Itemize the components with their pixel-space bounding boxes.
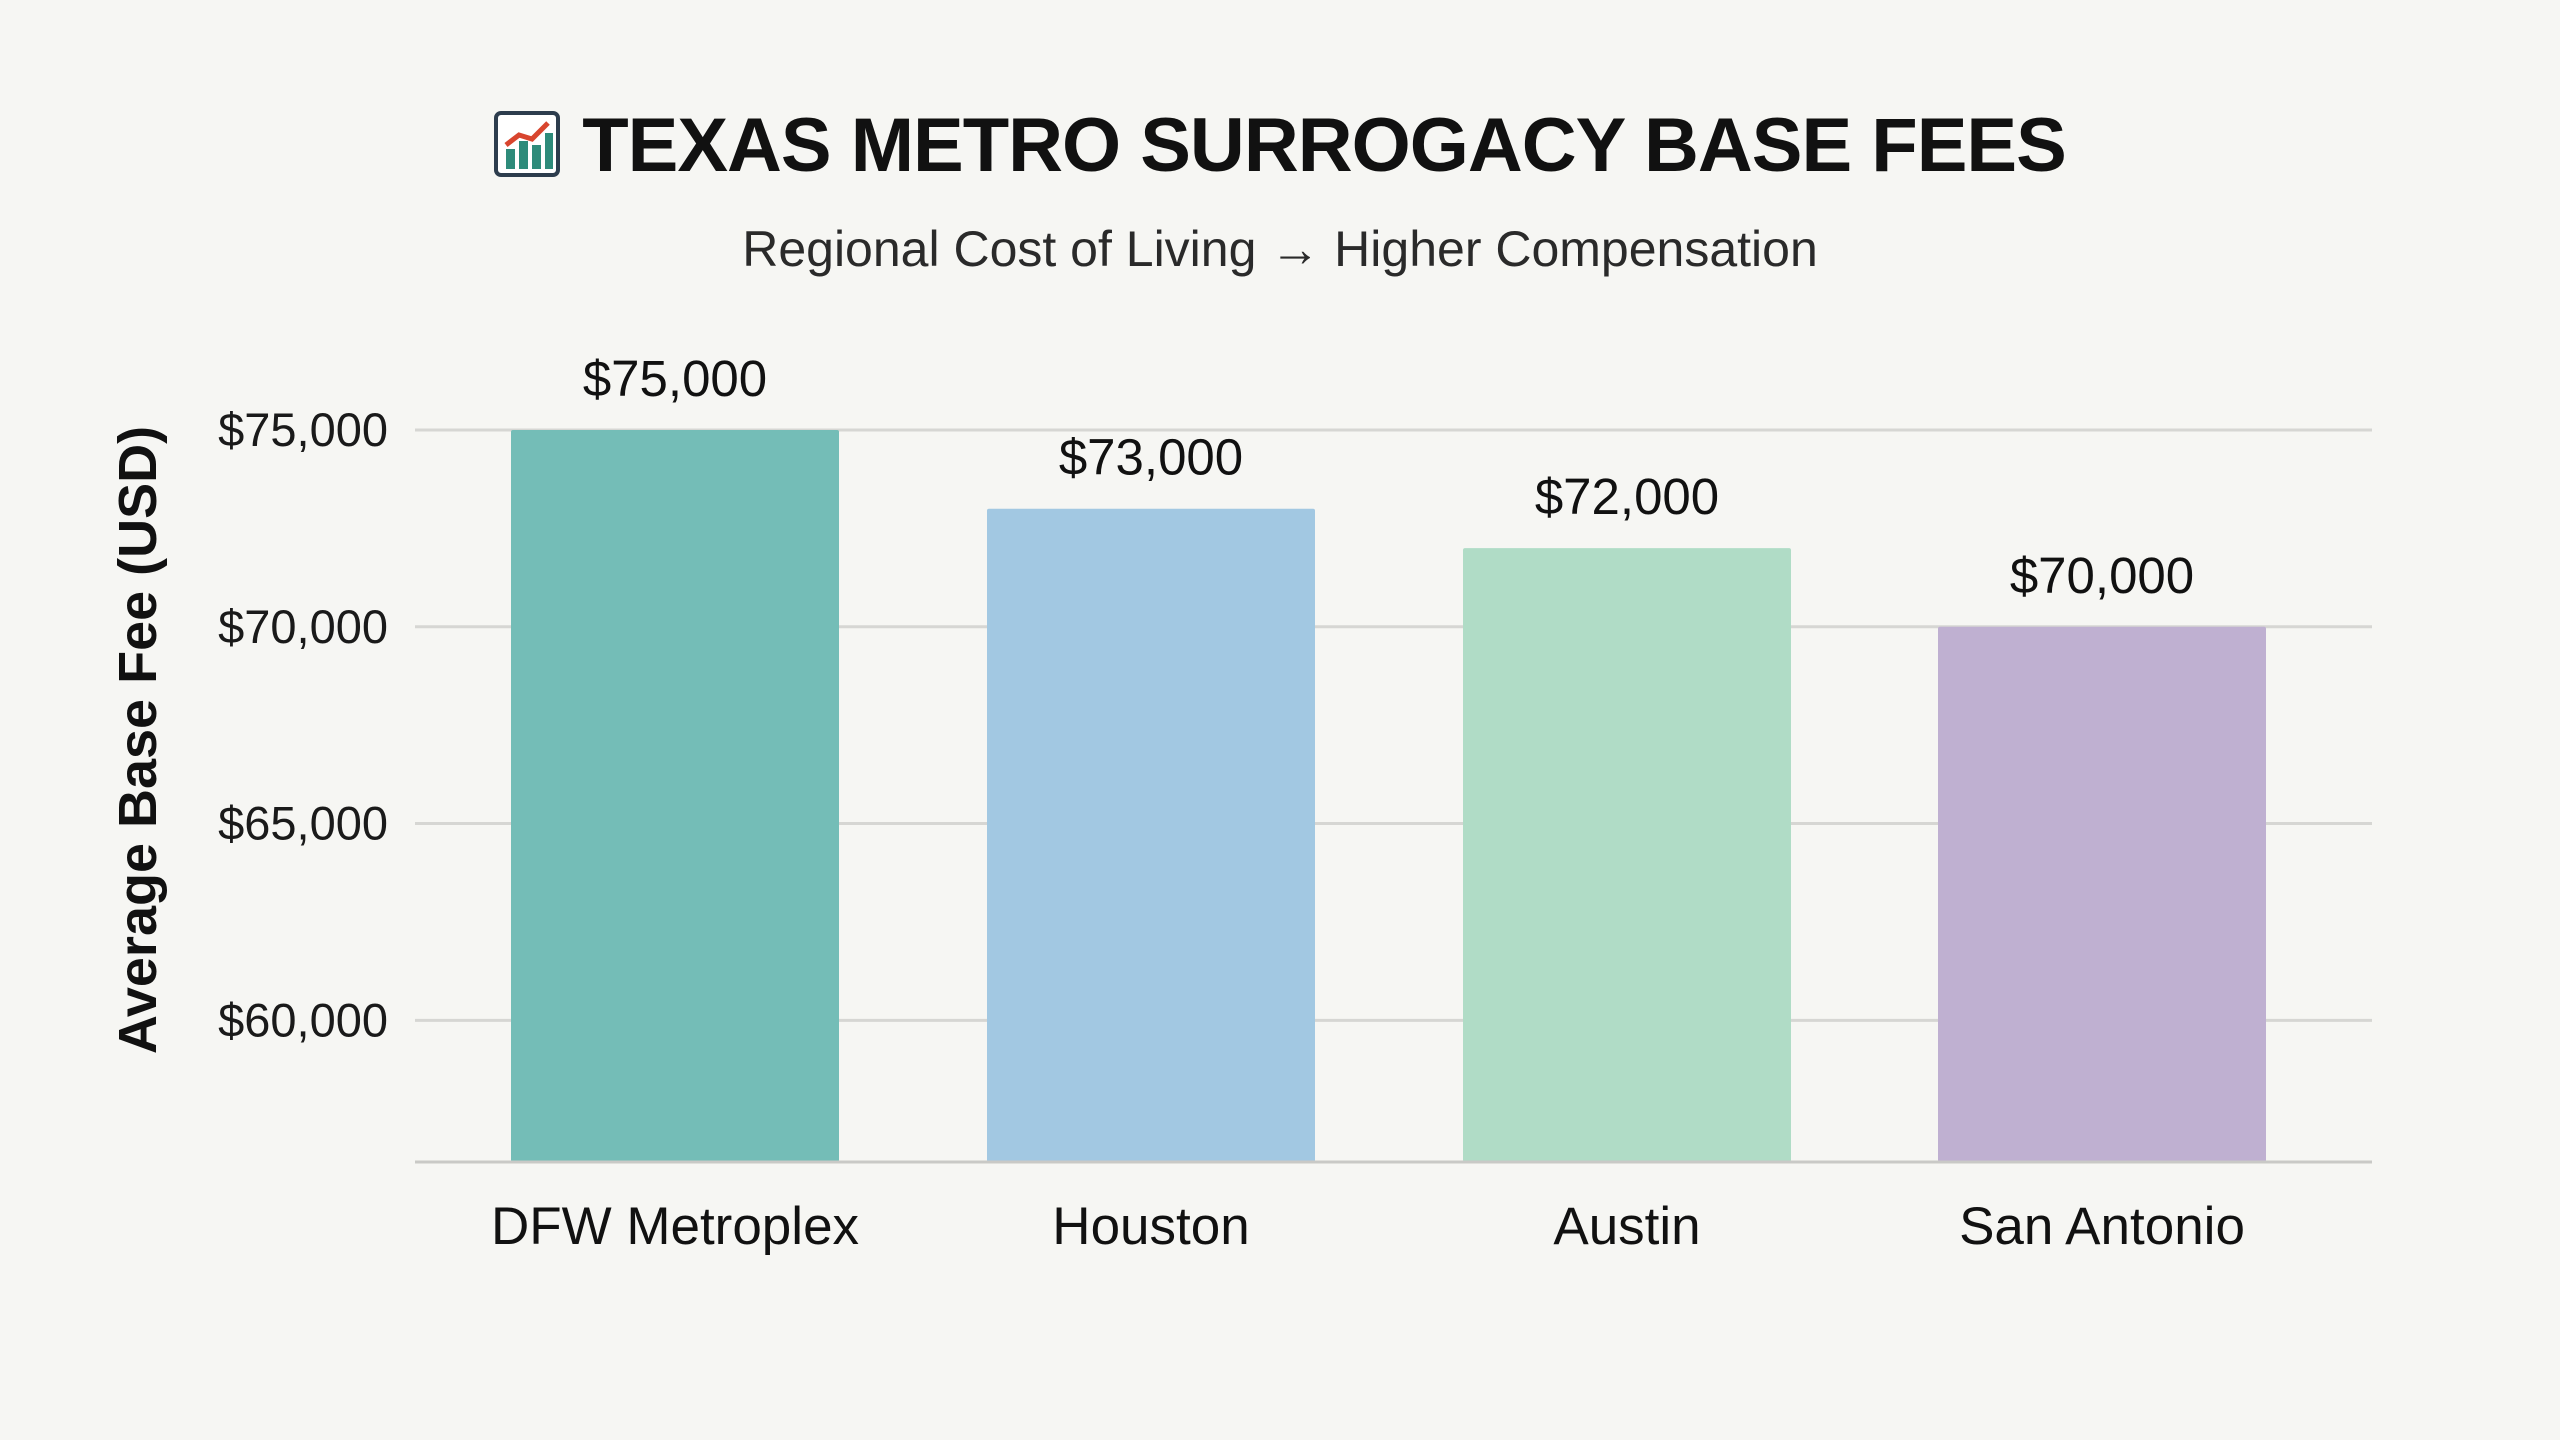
bars: [511, 430, 2266, 1162]
x-tick-label: Houston: [1052, 1197, 1249, 1256]
data-label: $70,000: [2010, 547, 2194, 604]
y-tick-label: $70,000: [218, 600, 388, 653]
bar-san-antonio: [1938, 626, 2266, 1162]
y-tick-label: $60,000: [218, 993, 388, 1046]
x-tick-label: DFW Metroplex: [491, 1197, 859, 1256]
y-tick-label: $65,000: [218, 797, 388, 850]
data-label: $72,000: [1535, 468, 1719, 525]
x-tick-label: Austin: [1553, 1197, 1700, 1256]
chart-title: TEXAS METRO SURROGACY BASE FEES: [0, 102, 2560, 195]
chart-subtitle: Regional Cost of Living → Higher Compens…: [742, 221, 1818, 277]
labels: $60,000 $65,000 $70,000 $75,000 $75,000 DFW M…: [218, 350, 2245, 1256]
data-label: $73,000: [1059, 429, 1243, 486]
data-label: $75,000: [583, 350, 767, 407]
bar-dfw-metroplex: [511, 430, 839, 1162]
x-tick-label: San Antonio: [1959, 1197, 2245, 1256]
bar-chart-icon: [494, 108, 561, 195]
y-axis-title: Average Base Fee (USD): [108, 426, 168, 1054]
bar-austin: [1463, 548, 1791, 1162]
bar-houston: [987, 508, 1315, 1162]
y-tick-label: $75,000: [218, 403, 388, 456]
chart-title-text: TEXAS METRO SURROGACY BASE FEES: [582, 103, 2067, 188]
